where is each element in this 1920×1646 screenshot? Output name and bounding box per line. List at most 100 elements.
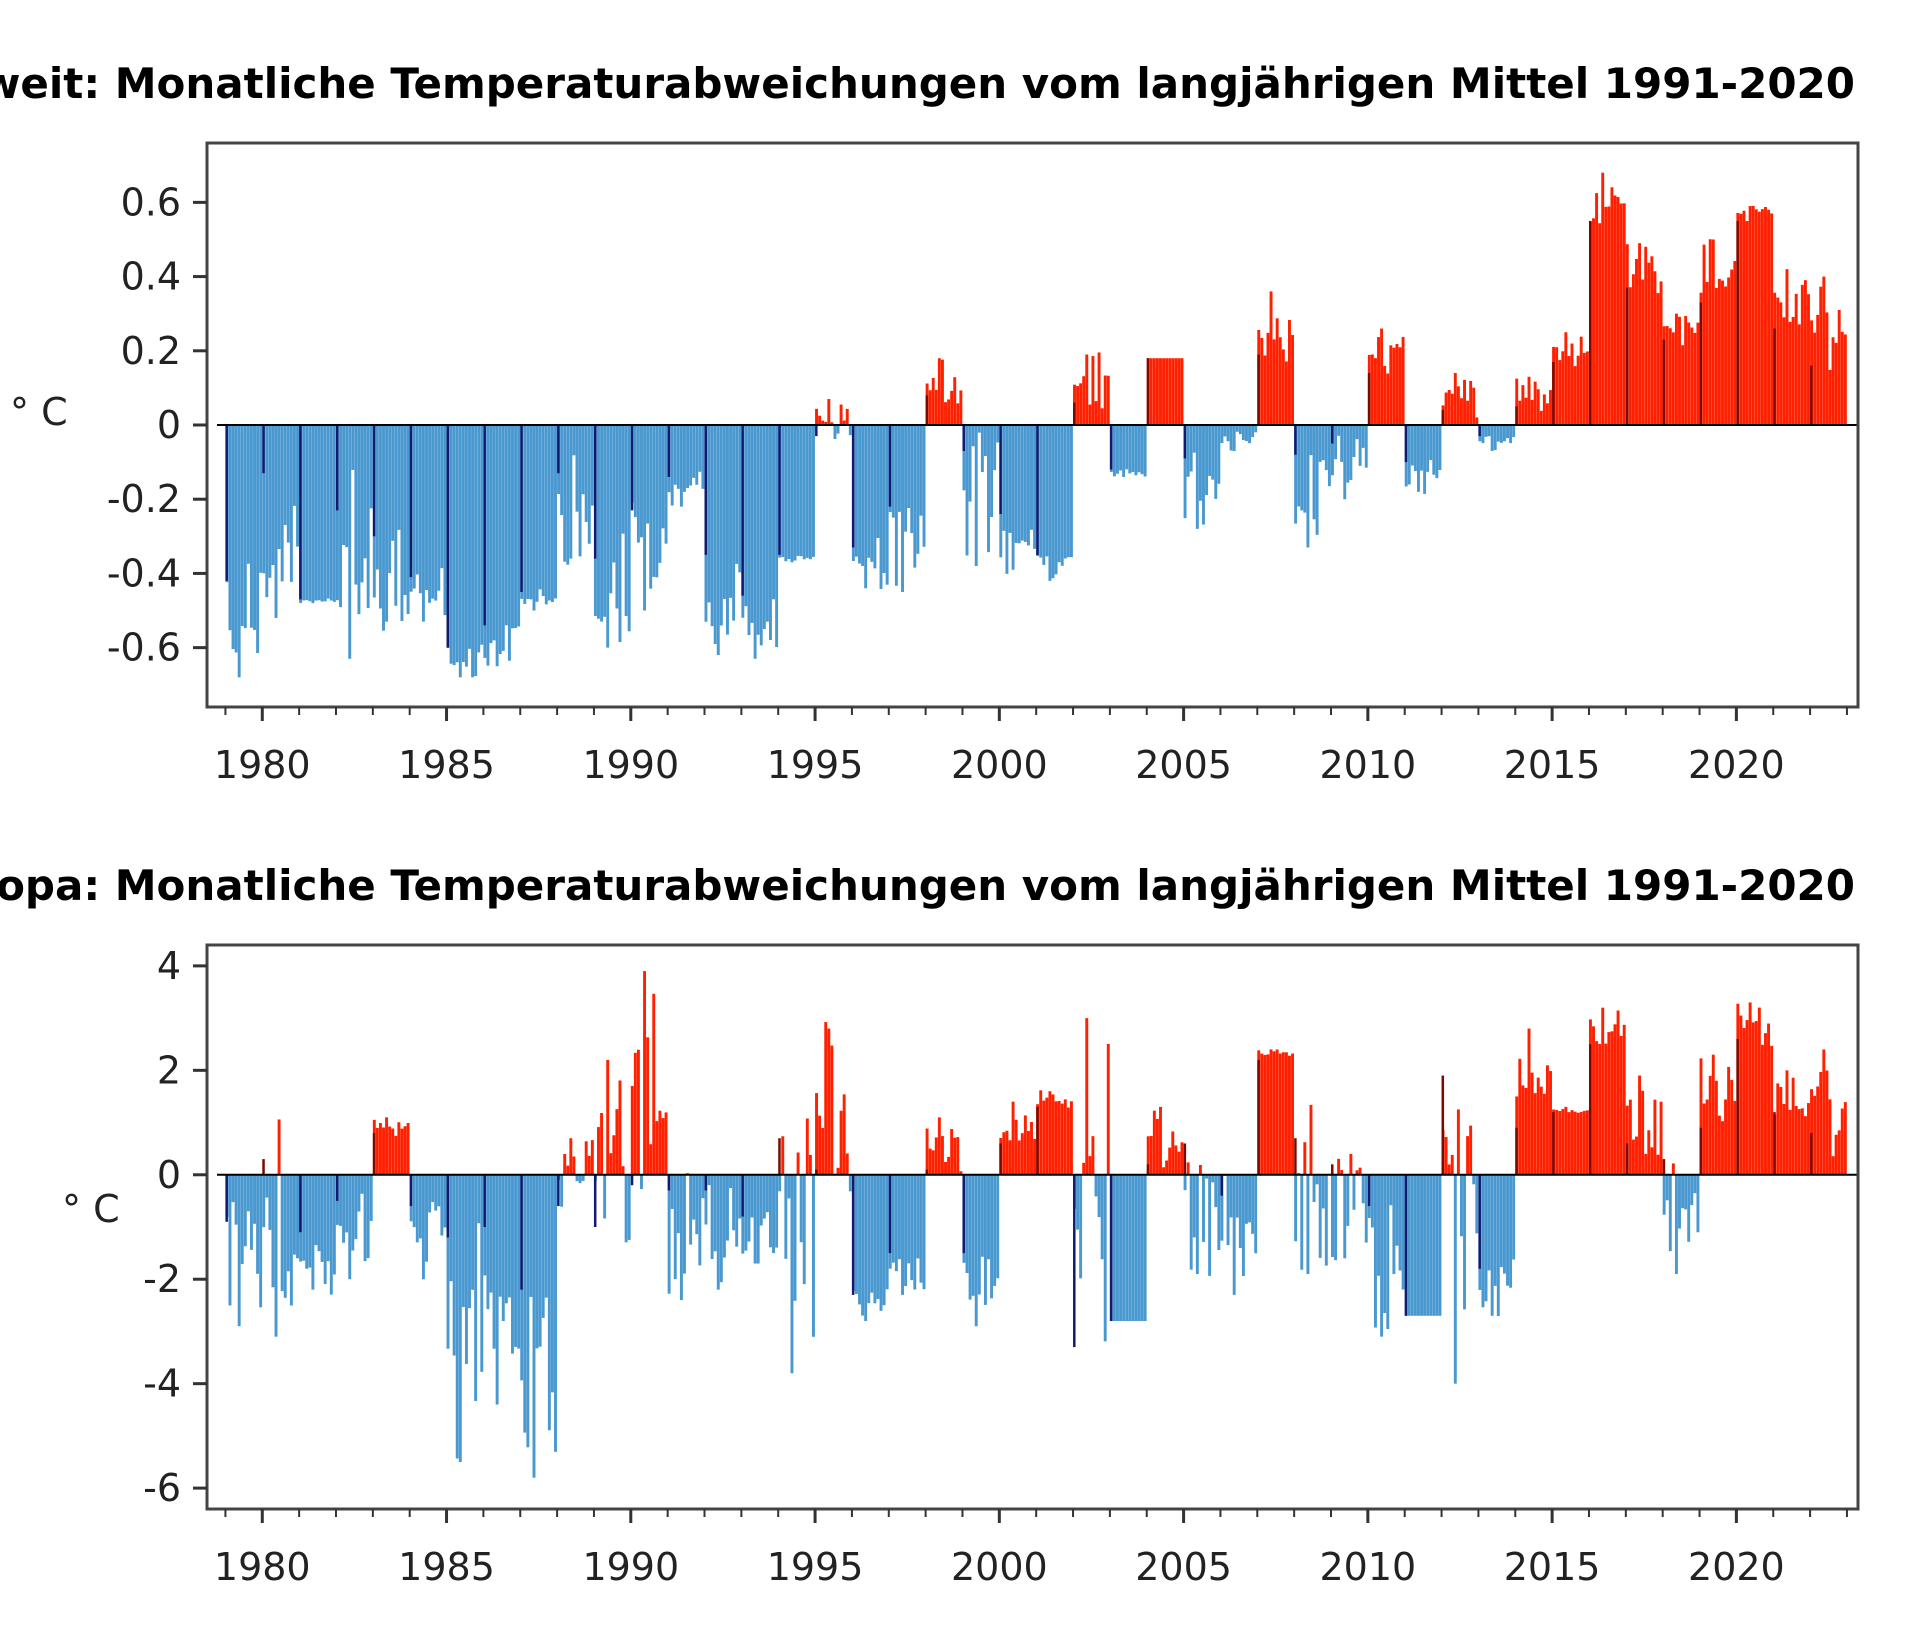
monthly-bar — [1705, 1099, 1709, 1175]
annual-bar — [778, 1138, 781, 1175]
monthly-bar — [1294, 425, 1298, 524]
monthly-bar — [1444, 392, 1448, 425]
monthly-bar — [1217, 425, 1221, 484]
monthly-bar — [1352, 1174, 1356, 1210]
monthly-bar — [1011, 425, 1015, 570]
monthly-bar — [1717, 278, 1721, 425]
monthly-bar — [928, 390, 932, 425]
monthly-bar — [363, 425, 367, 559]
monthly-bar — [1014, 425, 1018, 543]
monthly-bar — [1656, 1154, 1660, 1175]
monthly-bar — [944, 1161, 947, 1175]
monthly-bar — [603, 425, 607, 617]
monthly-bar — [394, 1135, 398, 1175]
monthly-bar — [544, 1174, 548, 1298]
monthly-bar — [581, 425, 585, 495]
monthly-bar — [1318, 425, 1322, 462]
monthly-bar — [1472, 1174, 1476, 1185]
monthly-bar — [1112, 1174, 1116, 1321]
monthly-bar — [1585, 351, 1589, 425]
monthly-bar — [1638, 1075, 1642, 1175]
annual-bar — [704, 425, 708, 555]
monthly-bar — [1760, 1044, 1764, 1175]
monthly-bar — [249, 425, 253, 628]
monthly-bar — [1358, 425, 1362, 466]
monthly-bar — [784, 425, 788, 562]
monthly-bar — [1420, 1174, 1423, 1316]
monthly-bar — [931, 377, 935, 425]
monthly-bar — [1515, 378, 1519, 425]
annual-bar — [372, 1133, 376, 1175]
monthly-bar — [1484, 1174, 1488, 1302]
monthly-bar — [253, 425, 256, 630]
monthly-bar — [1837, 309, 1841, 425]
monthly-bar — [633, 1052, 637, 1175]
monthly-bar — [1791, 1077, 1795, 1175]
monthly-bar — [1717, 1115, 1721, 1175]
monthly-bar — [1665, 326, 1669, 425]
monthly-bar — [947, 1156, 951, 1175]
monthly-bar — [1444, 1137, 1448, 1175]
monthly-bar — [1521, 1085, 1525, 1175]
monthly-bar — [735, 1174, 739, 1247]
monthly-bar — [1687, 322, 1691, 425]
annual-bar — [1036, 425, 1039, 555]
monthly-bar — [1045, 1097, 1049, 1175]
monthly-bar — [280, 1174, 284, 1292]
monthly-bar — [308, 1174, 312, 1268]
annual-bar — [851, 1174, 855, 1295]
monthly-bar — [363, 1174, 367, 1262]
monthly-bar — [1684, 315, 1688, 425]
monthly-bar — [1205, 425, 1209, 496]
monthly-bar — [609, 1153, 613, 1175]
monthly-bar — [1060, 425, 1064, 566]
monthly-bar — [1760, 209, 1764, 425]
monthly-bar — [1653, 1099, 1657, 1175]
monthly-bar — [1536, 389, 1540, 425]
monthly-bar — [1272, 339, 1276, 425]
monthly-bar — [378, 1123, 382, 1175]
monthly-bar — [753, 1174, 757, 1264]
monthly-bar — [1631, 274, 1635, 425]
monthly-bar — [1601, 1007, 1605, 1175]
monthly-bar — [1638, 243, 1642, 425]
monthly-bar — [1628, 1099, 1632, 1175]
monthly-bar — [1082, 376, 1086, 425]
monthly-bar — [1180, 1142, 1184, 1175]
monthly-bar — [1112, 425, 1116, 477]
monthly-bar — [990, 425, 994, 517]
monthly-bar — [1137, 425, 1141, 473]
monthly-bar — [931, 1150, 935, 1175]
monthly-bar — [950, 390, 954, 425]
annual-bar — [520, 1174, 523, 1290]
monthly-bar — [1570, 1110, 1574, 1175]
monthly-bar — [793, 425, 797, 561]
monthly-bar — [286, 1174, 290, 1272]
monthly-bar — [1401, 1174, 1405, 1290]
monthly-bar — [354, 1174, 358, 1240]
monthly-bar — [1039, 1090, 1043, 1175]
monthly-bar — [1733, 261, 1737, 425]
monthly-bar — [1284, 361, 1288, 425]
monthly-bar — [1539, 410, 1543, 425]
x-tick-label: 2020 — [1688, 1545, 1785, 1589]
monthly-bar — [428, 1174, 432, 1213]
monthly-bar — [1183, 1174, 1187, 1191]
monthly-bar — [873, 425, 877, 569]
monthly-bar — [1149, 1136, 1153, 1175]
monthly-bar — [1469, 380, 1473, 425]
monthly-bar — [968, 1174, 972, 1300]
monthly-bar — [1733, 1100, 1737, 1175]
monthly-bar — [765, 1174, 769, 1213]
monthly-bar — [962, 425, 966, 491]
monthly-bar — [1349, 1153, 1353, 1175]
monthly-bar — [1463, 1174, 1466, 1310]
monthly-bar — [673, 425, 677, 485]
monthly-bar — [695, 1174, 699, 1235]
annual-bar — [925, 1169, 929, 1175]
monthly-bar — [765, 425, 769, 622]
monthly-bar — [1739, 1015, 1743, 1175]
monthly-bar — [1490, 425, 1494, 451]
monthly-bar — [1610, 187, 1614, 425]
